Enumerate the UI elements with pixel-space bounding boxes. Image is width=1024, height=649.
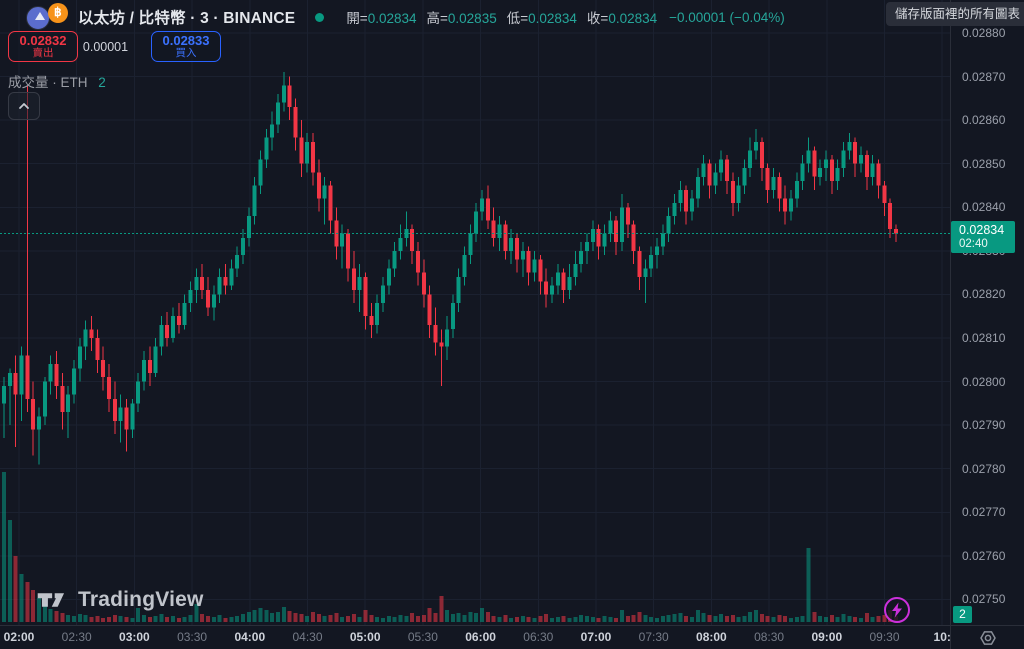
chevron-up-icon: [19, 103, 29, 109]
price-axis-label: 0.02800: [962, 374, 1006, 389]
time-axis-label: 07:00: [580, 630, 612, 644]
low-value: 0.02834: [528, 11, 577, 26]
lightning-icon: [884, 597, 910, 623]
time-axis-label: 05:30: [407, 630, 438, 644]
time-axis-label: 04:00: [234, 630, 266, 644]
time-axis[interactable]: 02:00 02:30 03:00 03:30 04:00 04:30 05:00 05:30…: [0, 625, 950, 649]
sell-price: 0.02832: [19, 32, 67, 48]
time-axis-label: 03:00: [119, 630, 150, 644]
sell-button[interactable]: 0.02832 賣出: [8, 31, 78, 62]
price-axis-label: 0.02880: [962, 26, 1006, 40]
btc-coin-icon: [48, 3, 68, 23]
buy-price: 0.02833: [162, 32, 210, 48]
chart-legend: 以太坊 / 比特幣 · 3 · BINANCE 開=0.02834 高=0.02…: [26, 3, 785, 30]
high-value: 0.02835: [447, 11, 497, 26]
tradingview-logo[interactable]: TradingView: [36, 587, 204, 613]
tradingview-mark-icon: [37, 593, 65, 607]
time-axis-label: 03:30: [177, 630, 208, 644]
time-axis-label: 05:00: [349, 630, 381, 644]
price-axis-label: 0.02840: [962, 200, 1006, 215]
change-value: −0.00001 (−0.04%): [669, 9, 785, 25]
current-price-value: 0.02834: [959, 223, 1005, 238]
close-value: 0.02834: [608, 11, 658, 26]
time-axis-label: 08:00: [696, 630, 727, 644]
time-axis-label: 10:: [933, 630, 950, 644]
price-axis-label: 0.02870: [962, 69, 1006, 84]
price-axis-label: 0.02760: [962, 548, 1006, 563]
price-axis-label: 0.02820: [962, 287, 1006, 302]
price-axis-label: 0.02770: [962, 505, 1006, 520]
price-axis[interactable]: 0.02880 0.02870 0.02860 0.02850 0.02840 0.028…: [950, 0, 1024, 625]
price-axis-label: 0.02860: [962, 113, 1006, 128]
bar-countdown: 02:40: [959, 238, 988, 251]
time-axis-label: 06:30: [523, 630, 554, 644]
time-axis-label: 02:00: [3, 630, 35, 644]
lightning-button[interactable]: [883, 596, 911, 624]
buy-button[interactable]: 0.02833 買入: [151, 31, 221, 62]
sell-label: 賣出: [32, 46, 54, 59]
gear-icon: [979, 630, 996, 645]
time-axis-label: 02:30: [61, 630, 92, 644]
ohlc-values: 開=0.02834 高=0.02835 低=0.02834 收=0.02834 …: [346, 7, 784, 27]
volume-axis-badge: 2: [953, 606, 972, 623]
symbol-pair-icon: [26, 3, 70, 30]
time-axis-label: 09:00: [811, 630, 843, 644]
open-label: 開=: [346, 11, 368, 26]
buy-label: 買入: [175, 46, 197, 59]
time-axis-label: 09:30: [869, 630, 900, 644]
price-axis-label: 0.02750: [962, 592, 1006, 607]
volume-indicator-value: 2: [98, 75, 106, 90]
high-label: 高=: [426, 11, 448, 26]
close-label: 收=: [586, 11, 609, 26]
volume-indicator-legend: 成交量 · ETH 2: [8, 71, 106, 91]
price-axis-label: 0.02790: [962, 418, 1006, 433]
time-axis-label: 07:30: [638, 630, 669, 644]
low-label: 低=: [506, 11, 529, 26]
time-axis-label: 04:30: [292, 630, 323, 644]
open-value: 0.02834: [367, 11, 417, 26]
market-status-icon: [315, 12, 325, 22]
time-axis-label: 06:00: [465, 630, 496, 644]
save-layout-tooltip: 儲存版面裡的所有圖表: [886, 2, 1024, 26]
eth-coin-icon: [26, 6, 50, 30]
price-axis-label: 0.02780: [962, 461, 1006, 476]
symbol-title[interactable]: 以太坊 / 比特幣 · 3 · BINANCE: [78, 10, 296, 27]
spread-value: 0.00001: [82, 39, 129, 54]
price-axis-label: 0.02850: [962, 156, 1006, 171]
collapse-panel-button[interactable]: [8, 92, 40, 120]
tradingview-logo-text: TradingView: [78, 588, 204, 611]
trade-panel: 0.02832 賣出 0.00001 0.02833 買入: [8, 31, 221, 62]
price-axis-label: 0.02810: [962, 330, 1006, 345]
time-axis-label: 08:30: [754, 630, 785, 644]
volume-indicator-label[interactable]: 成交量 · ETH: [8, 75, 88, 90]
candlestick-chart[interactable]: [0, 0, 950, 625]
axis-settings-button[interactable]: [950, 625, 1024, 649]
current-price-label: 0.02834 02:40: [951, 221, 1015, 254]
